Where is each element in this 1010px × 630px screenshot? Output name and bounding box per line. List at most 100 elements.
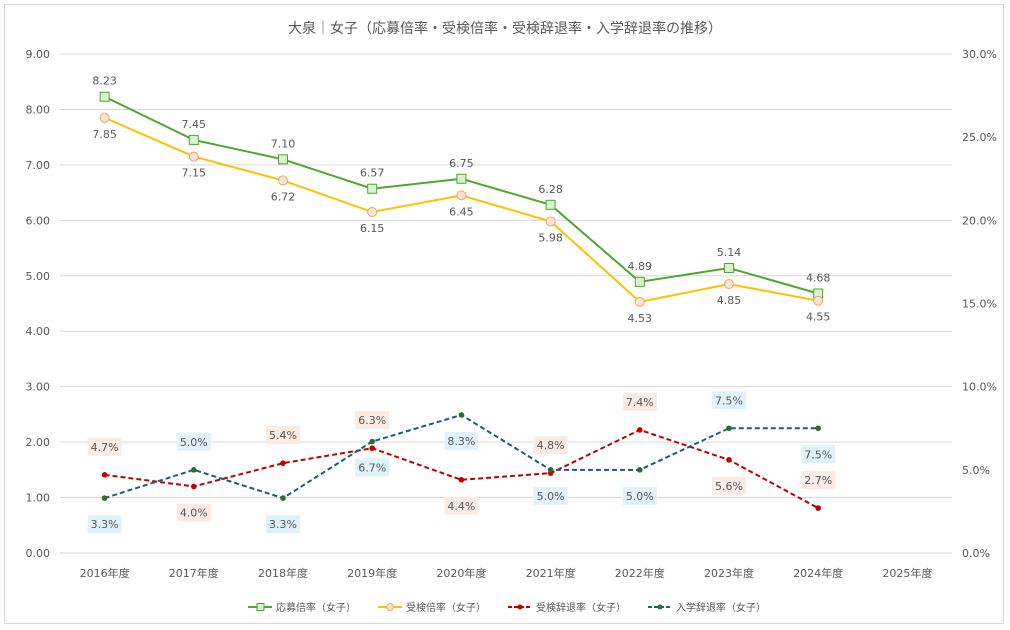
data-label: 4.89 — [628, 260, 653, 273]
data-label-background — [533, 486, 568, 505]
data-label: 4.8% — [537, 439, 565, 452]
data-label: 5.98 — [538, 231, 563, 244]
data-point-circle — [278, 175, 288, 186]
data-point-circle — [367, 207, 378, 218]
left-tick-label: 8.00 — [26, 103, 51, 116]
data-point-dot — [369, 445, 376, 452]
data-label-background — [87, 515, 122, 534]
data-point-square — [188, 134, 199, 145]
data-point-dot — [280, 460, 286, 466]
x-tick-label: 2018年度 — [258, 566, 308, 580]
chart-title: 大泉｜女子（応募倍率・受検倍率・受検辞退率・入学辞退率の推移） — [288, 20, 722, 37]
left-tick-label: 5.00 — [26, 270, 51, 283]
data-label: 7.4% — [626, 396, 654, 409]
legend-marker — [386, 603, 394, 611]
data-label: 7.5% — [804, 448, 832, 461]
x-tick-label: 2023年度 — [704, 566, 754, 580]
data-label-background — [444, 496, 479, 515]
data-point-dot — [458, 477, 465, 483]
left-tick-label: 6.00 — [26, 214, 51, 227]
data-point-dot — [191, 467, 197, 473]
data-label: 4.53 — [628, 312, 653, 325]
data-point-dot — [101, 472, 108, 478]
data-point-dot — [458, 412, 465, 418]
data-point-circle — [188, 151, 199, 162]
legend-label: 受検辞退率（女子） — [536, 601, 626, 614]
data-point-square — [99, 91, 110, 102]
data-label: 3.3% — [91, 518, 119, 531]
right-tick-label: 30.0% — [962, 48, 997, 61]
data-point-dot — [191, 483, 197, 490]
data-point-dot — [726, 457, 732, 463]
data-label: 6.7% — [358, 462, 386, 475]
data-label: 4.55 — [806, 311, 831, 324]
data-point-square — [456, 173, 467, 184]
legend-label: 入学辞退率（女子） — [676, 601, 766, 614]
left-tick-label: 2.00 — [26, 436, 51, 449]
left-tick-label: 9.00 — [26, 48, 51, 61]
data-label-background — [622, 392, 657, 411]
data-point-circle — [456, 190, 467, 201]
data-label: 7.10 — [271, 137, 296, 150]
data-point-circle — [634, 296, 645, 307]
right-tick-label: 5.0% — [962, 464, 990, 477]
right-tick-label: 15.0% — [962, 298, 997, 311]
x-tick-label: 2021年度 — [526, 566, 576, 580]
data-point-dot — [637, 467, 643, 473]
data-point-circle — [813, 295, 824, 306]
data-label: 4.0% — [180, 506, 208, 519]
chart-frame — [4, 4, 1004, 624]
data-label: 2.7% — [804, 474, 832, 487]
data-label: 6.45 — [449, 205, 474, 218]
left-tick-label: 3.00 — [26, 381, 51, 394]
data-label-background — [266, 515, 300, 534]
data-point-dot — [815, 425, 821, 432]
x-tick-label: 2020年度 — [436, 566, 486, 580]
x-tick-label: 2017年度 — [169, 566, 219, 580]
data-label-background — [801, 445, 836, 464]
data-label: 5.14 — [717, 246, 742, 259]
left-tick-label: 7.00 — [26, 159, 51, 172]
data-point-square — [545, 199, 556, 210]
x-tick-label: 2024年度 — [793, 566, 843, 580]
series-line — [104, 413, 819, 500]
data-label-background — [801, 471, 836, 490]
data-label: 4.68 — [806, 272, 831, 285]
data-label: 5.4% — [269, 429, 297, 442]
data-label-background — [176, 503, 211, 522]
data-point-square — [724, 263, 734, 274]
data-label: 5.0% — [537, 490, 565, 503]
x-tick-label: 2022年度 — [615, 566, 665, 580]
legend-label: 受検倍率（女子） — [406, 601, 486, 614]
data-label: 4.4% — [447, 500, 475, 513]
data-label-background — [712, 391, 746, 410]
data-label-background — [533, 436, 568, 455]
x-tick-label: 2019年度 — [347, 566, 397, 580]
data-label: 6.57 — [360, 167, 385, 180]
data-point-circle — [99, 112, 110, 123]
left-tick-label: 1.00 — [26, 492, 51, 505]
data-point-dot — [280, 495, 286, 501]
data-point-square — [278, 154, 288, 165]
data-label: 3.3% — [269, 518, 297, 531]
data-label: 6.28 — [538, 183, 563, 196]
data-label: 5.6% — [715, 480, 743, 493]
data-label: 4.7% — [91, 441, 119, 454]
data-label: 6.15 — [360, 222, 385, 235]
data-point-circle — [724, 279, 734, 290]
legend-marker — [517, 604, 523, 610]
data-label: 6.75 — [449, 157, 474, 170]
data-label: 7.45 — [182, 118, 207, 131]
data-label: 7.85 — [92, 128, 117, 141]
data-point-square — [634, 276, 645, 287]
data-point-circle — [545, 216, 556, 227]
data-label-background — [622, 486, 657, 505]
data-label: 5.0% — [626, 490, 654, 503]
data-label: 7.15 — [182, 167, 207, 180]
data-point-dot — [101, 495, 108, 501]
data-point-dot — [726, 425, 732, 432]
data-point-dot — [815, 505, 821, 511]
data-label: 8.3% — [447, 435, 475, 448]
right-tick-label: 10.0% — [962, 381, 997, 394]
legend-marker — [657, 604, 663, 610]
